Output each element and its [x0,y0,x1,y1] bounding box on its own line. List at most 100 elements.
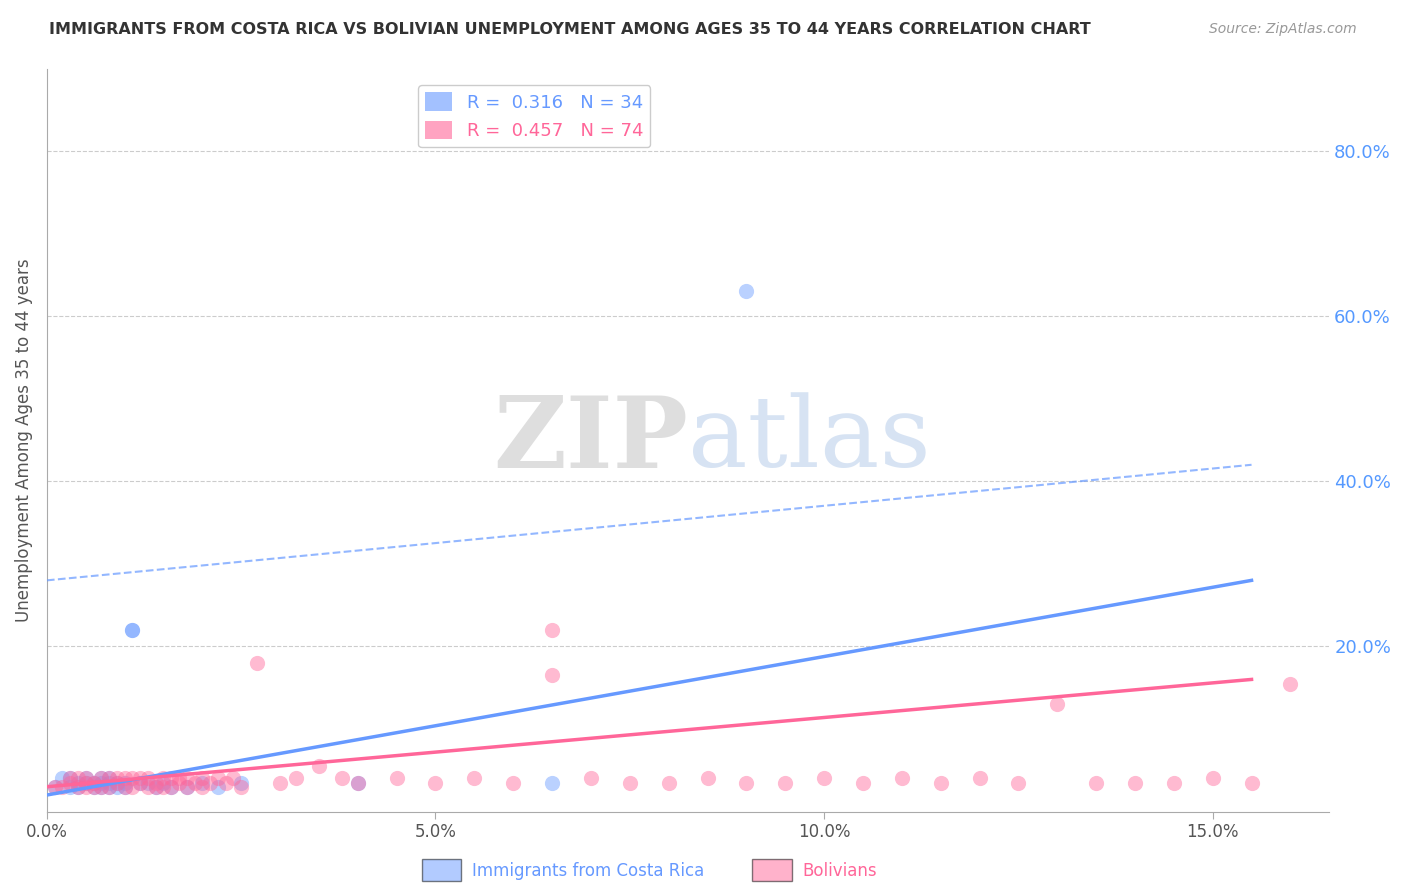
Point [284,772,307,786]
Point [385,772,408,786]
Point [541,775,564,789]
Point [152,772,174,786]
Point [66,772,89,786]
Point [696,772,718,786]
Point [105,775,128,789]
Point [176,780,198,794]
Point [160,780,183,794]
Point [425,775,447,789]
Point [735,285,758,299]
Point [136,775,159,789]
Point [114,772,136,786]
Point [1085,775,1108,789]
Point [246,656,269,670]
Point [852,775,875,789]
Point [231,775,253,789]
Point [90,775,112,789]
Point [121,772,143,786]
Point [191,780,214,794]
Point [44,780,66,794]
Point [1123,775,1146,789]
Point [214,775,236,789]
Point [59,780,82,794]
Point [90,780,112,794]
Point [90,780,112,794]
Point [145,780,167,794]
Point [136,772,159,786]
Point [98,780,121,794]
Point [121,623,143,637]
Point [152,780,174,794]
Point [59,772,82,786]
Point [136,780,159,794]
Point [129,775,152,789]
Point [813,772,835,786]
Point [75,775,97,789]
Point [541,668,564,682]
Point [198,775,221,789]
Point [1163,775,1185,789]
Point [929,775,952,789]
Point [51,772,73,786]
Point [176,780,198,794]
Point [269,775,291,789]
Point [658,775,681,789]
Text: Immigrants from Costa Rica: Immigrants from Costa Rica [472,862,704,880]
Point [66,780,89,794]
Point [231,780,253,794]
Y-axis label: Unemployment Among Ages 35 to 44 years: Unemployment Among Ages 35 to 44 years [15,258,32,622]
Text: ZIP: ZIP [494,392,688,489]
Point [167,772,190,786]
Point [330,772,353,786]
Point [98,780,121,794]
Point [98,775,121,789]
Point [59,772,82,786]
Point [145,780,167,794]
Point [129,775,152,789]
Point [105,772,128,786]
Point [1202,772,1225,786]
Point [98,772,121,786]
Point [160,780,183,794]
Point [145,775,167,789]
Point [83,775,105,789]
Point [308,759,330,773]
Point [463,772,485,786]
Point [167,775,190,789]
Point [773,775,796,789]
Point [66,775,89,789]
Point [105,775,128,789]
Legend: R =  0.316   N = 34, R =  0.457   N = 74: R = 0.316 N = 34, R = 0.457 N = 74 [418,85,651,147]
Point [183,775,205,789]
Point [191,775,214,789]
Point [176,772,198,786]
Point [1007,775,1029,789]
Point [75,772,97,786]
Point [222,772,245,786]
Point [152,775,174,789]
Point [129,772,152,786]
Point [890,772,912,786]
Point [83,775,105,789]
Point [59,775,82,789]
Point [579,772,602,786]
Point [502,775,524,789]
Text: IMMIGRANTS FROM COSTA RICA VS BOLIVIAN UNEMPLOYMENT AMONG AGES 35 TO 44 YEARS CO: IMMIGRANTS FROM COSTA RICA VS BOLIVIAN U… [49,22,1091,37]
Point [121,623,143,637]
Point [114,780,136,794]
Point [90,772,112,786]
Point [121,780,143,794]
Point [735,775,758,789]
Point [105,780,128,794]
Point [83,780,105,794]
Text: Bolivians: Bolivians [803,862,877,880]
Point [51,780,73,794]
Text: atlas: atlas [688,392,931,488]
Point [66,780,89,794]
Point [160,772,183,786]
Point [98,772,121,786]
Point [90,772,112,786]
Point [207,772,229,786]
Point [83,780,105,794]
Point [346,775,368,789]
